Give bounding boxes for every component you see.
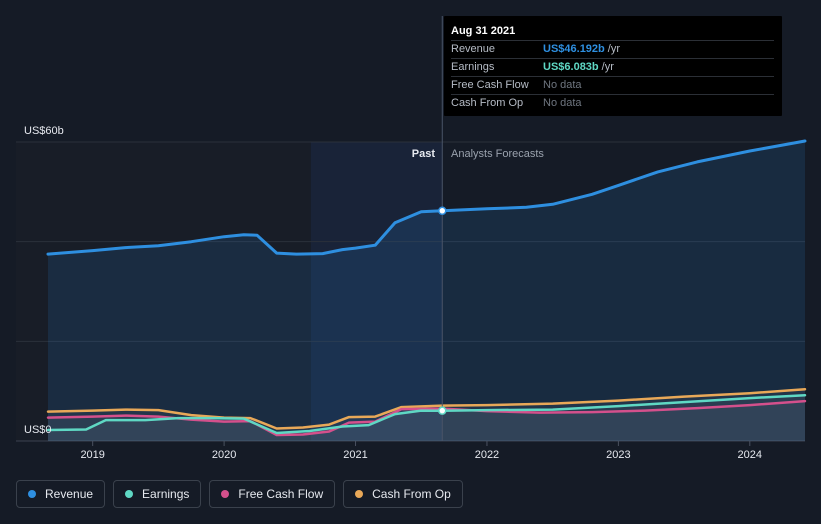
earnings-highlight-point xyxy=(438,406,447,415)
tooltip-row-label: Revenue xyxy=(451,43,496,55)
legend-item-label: Earnings xyxy=(142,487,190,501)
revenue-area xyxy=(48,141,805,441)
legend-item-free-cash-flow[interactable]: Free Cash Flow xyxy=(209,480,336,508)
tooltip-row: Cash From Op No data xyxy=(451,94,774,112)
highlight-points xyxy=(438,206,447,415)
tooltip-row-value: No data xyxy=(543,79,582,91)
tooltip-row: Earnings US$6.083b/yr xyxy=(451,58,774,76)
free-cash-flow-area xyxy=(48,401,805,441)
legend-dot-icon xyxy=(355,490,364,498)
x-tick-label: 2020 xyxy=(212,449,236,461)
legend-item-label: Free Cash Flow xyxy=(238,487,324,501)
tooltip-row-label: Earnings xyxy=(451,61,495,73)
x-tick-label: 2024 xyxy=(738,449,762,461)
tooltip-row-label: Cash From Op xyxy=(451,97,524,109)
y-axis-label-bottom: US$0 xyxy=(24,424,52,436)
tooltip-row: Free Cash Flow No data xyxy=(451,76,774,94)
past-label: Past xyxy=(412,148,436,160)
legend-dot-icon xyxy=(221,490,230,498)
tooltip-row-label: Free Cash Flow xyxy=(451,79,529,91)
legend-item-earnings[interactable]: Earnings xyxy=(113,480,202,508)
tooltip-row-value: US$6.083b xyxy=(543,61,599,73)
past-background xyxy=(16,142,311,441)
forecast-label: Analysts Forecasts xyxy=(451,148,544,160)
legend-dot-icon xyxy=(125,490,134,498)
tooltip-row: Revenue US$46.192b/yr xyxy=(451,40,774,58)
earnings-line xyxy=(46,393,807,435)
y-axis-label-top: US$60b xyxy=(24,125,64,137)
tooltip-row-value: No data xyxy=(543,97,582,109)
tooltip: Aug 31 2021 Revenue US$46.192b/yr Earnings… xyxy=(444,16,782,116)
cash-from-op-line xyxy=(46,387,807,430)
revenue-highlight-point xyxy=(438,206,447,216)
highlight-band xyxy=(310,142,443,441)
tooltip-row-value: US$46.192b xyxy=(543,43,605,55)
legend-item-revenue[interactable]: Revenue xyxy=(16,480,106,508)
x-tick-label: 2021 xyxy=(343,449,367,461)
legend-dot-icon xyxy=(28,490,36,498)
tooltip-rows: Revenue US$46.192b/yr Earnings US$6.083b/yr… xyxy=(451,40,774,112)
legend: Revenue Earnings Free Cash Flow Cash From O… xyxy=(16,480,463,508)
series-lines xyxy=(46,139,807,437)
tooltip-date: Aug 31 2021 xyxy=(451,25,516,37)
legend-item-label: Revenue xyxy=(45,487,94,501)
x-axis-ticks: 2019 2020 2021 2022 2023 2024 xyxy=(80,441,762,461)
x-tick-label: 2019 xyxy=(80,449,104,461)
x-tick-label: 2023 xyxy=(606,449,630,461)
tooltip-row-unit: /yr xyxy=(607,43,620,55)
gridlines xyxy=(16,141,805,442)
tooltip-row-unit: /yr xyxy=(601,61,614,73)
legend-item-label: Cash From Op xyxy=(372,487,451,501)
revenue-line xyxy=(46,139,807,256)
cash-from-op-area xyxy=(48,389,805,441)
series-areas xyxy=(48,141,805,441)
legend-item-cash-from-op[interactable]: Cash From Op xyxy=(343,480,463,508)
x-tick-label: 2022 xyxy=(475,449,499,461)
